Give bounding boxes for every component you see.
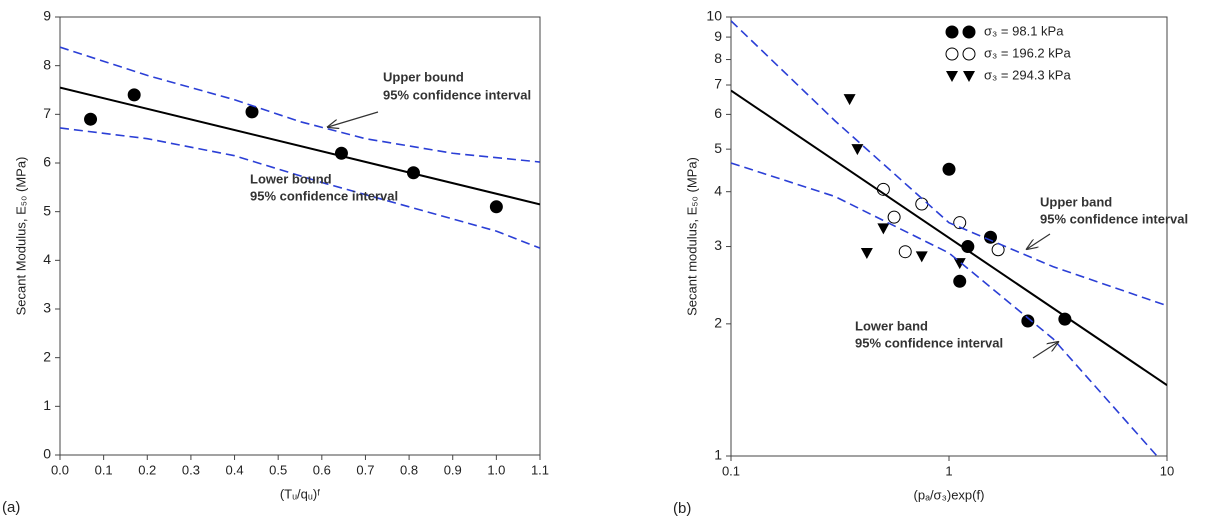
panel-label: (b) xyxy=(673,500,691,517)
y-tick-label: 2 xyxy=(714,315,722,331)
triangle-marker xyxy=(851,144,864,156)
circle-marker xyxy=(887,210,901,224)
y-tick-label: 1 xyxy=(714,447,722,463)
y-tick-label: 2 xyxy=(43,348,51,364)
circle-marker xyxy=(127,88,141,102)
x-tick-label: 0.0 xyxy=(51,462,69,477)
y-tick-label: 5 xyxy=(714,140,722,156)
x-axis-label: (pₐ/σ₃)exp(f) xyxy=(914,487,985,502)
x-tick-label: 0.2 xyxy=(138,462,156,477)
y-axis-label: Secant modulus, E₅₀ (MPa) xyxy=(684,157,699,316)
annotation-arrow xyxy=(1032,342,1058,359)
x-tick-label: 0.7 xyxy=(356,462,374,477)
y-tick-label: 10 xyxy=(706,8,722,24)
x-tick-label: 0.5 xyxy=(269,462,287,477)
confidence-band xyxy=(731,20,1167,307)
legend-label: σ₃ = 294.3 kPa xyxy=(984,67,1071,82)
annotation: Upper band xyxy=(1040,194,1112,209)
x-tick-label: 0.1 xyxy=(95,462,113,477)
circle-marker xyxy=(898,245,912,259)
fit-line xyxy=(731,89,1167,386)
circle-marker xyxy=(942,162,956,176)
y-axis-label: Secant Modulus, E₅₀ (MPa) xyxy=(13,157,28,316)
x-tick-label: 0.9 xyxy=(444,462,462,477)
x-tick-label: 10 xyxy=(1160,463,1174,478)
x-tick-label: 0.4 xyxy=(226,462,244,477)
triangle-marker xyxy=(963,71,975,82)
y-tick-label: 4 xyxy=(714,182,722,198)
circle-marker xyxy=(915,197,929,211)
plot-frame xyxy=(59,16,541,456)
triangle-marker xyxy=(860,248,873,260)
circle-marker xyxy=(245,105,259,119)
y-tick-label: 8 xyxy=(43,56,51,72)
annotation: Lower band xyxy=(855,318,928,333)
x-axis-label: (Tᵤ/qᵤ)ᶠ xyxy=(280,486,320,501)
confidence-band xyxy=(731,162,1158,456)
annotation: 95% confidence interval xyxy=(383,87,531,102)
x-tick-label: 0.6 xyxy=(313,462,331,477)
annotation: 95% confidence interval xyxy=(1040,211,1188,226)
plot-area xyxy=(731,20,1167,456)
confidence-band xyxy=(60,46,540,163)
x-tick-label: 1.0 xyxy=(487,462,505,477)
confidence-band xyxy=(60,127,540,249)
y-tick-label: 3 xyxy=(43,300,51,316)
circle-marker xyxy=(962,47,976,61)
circle-marker xyxy=(945,47,959,61)
x-tick-label: 0.3 xyxy=(182,462,200,477)
y-tick-label: 3 xyxy=(714,237,722,253)
x-tick-label: 1.1 xyxy=(531,462,549,477)
x-tick-label: 1 xyxy=(945,463,952,478)
circle-marker xyxy=(953,216,967,230)
y-tick-label: 0 xyxy=(43,446,51,462)
annotation: Upper bound xyxy=(383,69,464,84)
y-tick-label: 7 xyxy=(43,105,51,121)
annotation: Lower bound xyxy=(250,171,332,186)
annotation-arrow xyxy=(1027,233,1051,249)
fit-line xyxy=(60,86,540,206)
y-tick-label: 4 xyxy=(43,251,51,267)
annotation: 95% confidence interval xyxy=(250,188,398,203)
y-tick-label: 5 xyxy=(43,202,51,218)
y-tick-label: 9 xyxy=(43,8,51,24)
legend-label: σ₃ = 196.2 kPa xyxy=(984,45,1071,60)
circle-marker xyxy=(953,274,967,288)
y-tick-label: 1 xyxy=(43,397,51,413)
plot-area xyxy=(60,46,540,249)
circle-marker xyxy=(962,25,976,39)
circle-marker xyxy=(489,200,503,214)
y-tick-label: 9 xyxy=(714,28,722,44)
y-tick-label: 6 xyxy=(714,105,722,121)
y-tick-label: 6 xyxy=(43,154,51,170)
panel-label: (a) xyxy=(2,499,20,516)
annotation-arrow xyxy=(328,111,379,127)
triangle-marker xyxy=(915,251,928,263)
annotation: 95% confidence interval xyxy=(855,335,1003,350)
y-tick-label: 7 xyxy=(714,76,722,92)
triangle-marker xyxy=(877,223,890,235)
legend-label: σ₃ = 98.1 kPa xyxy=(984,23,1064,38)
x-tick-label: 0.1 xyxy=(722,463,740,478)
x-tick-label: 0.8 xyxy=(400,462,418,477)
circle-marker xyxy=(945,25,959,39)
circle-marker xyxy=(84,112,98,126)
circle-marker xyxy=(1021,314,1035,328)
y-tick-label: 8 xyxy=(714,50,722,66)
circle-marker xyxy=(983,230,997,244)
triangle-marker xyxy=(953,258,966,270)
triangle-marker xyxy=(843,94,856,106)
triangle-marker xyxy=(946,71,958,82)
